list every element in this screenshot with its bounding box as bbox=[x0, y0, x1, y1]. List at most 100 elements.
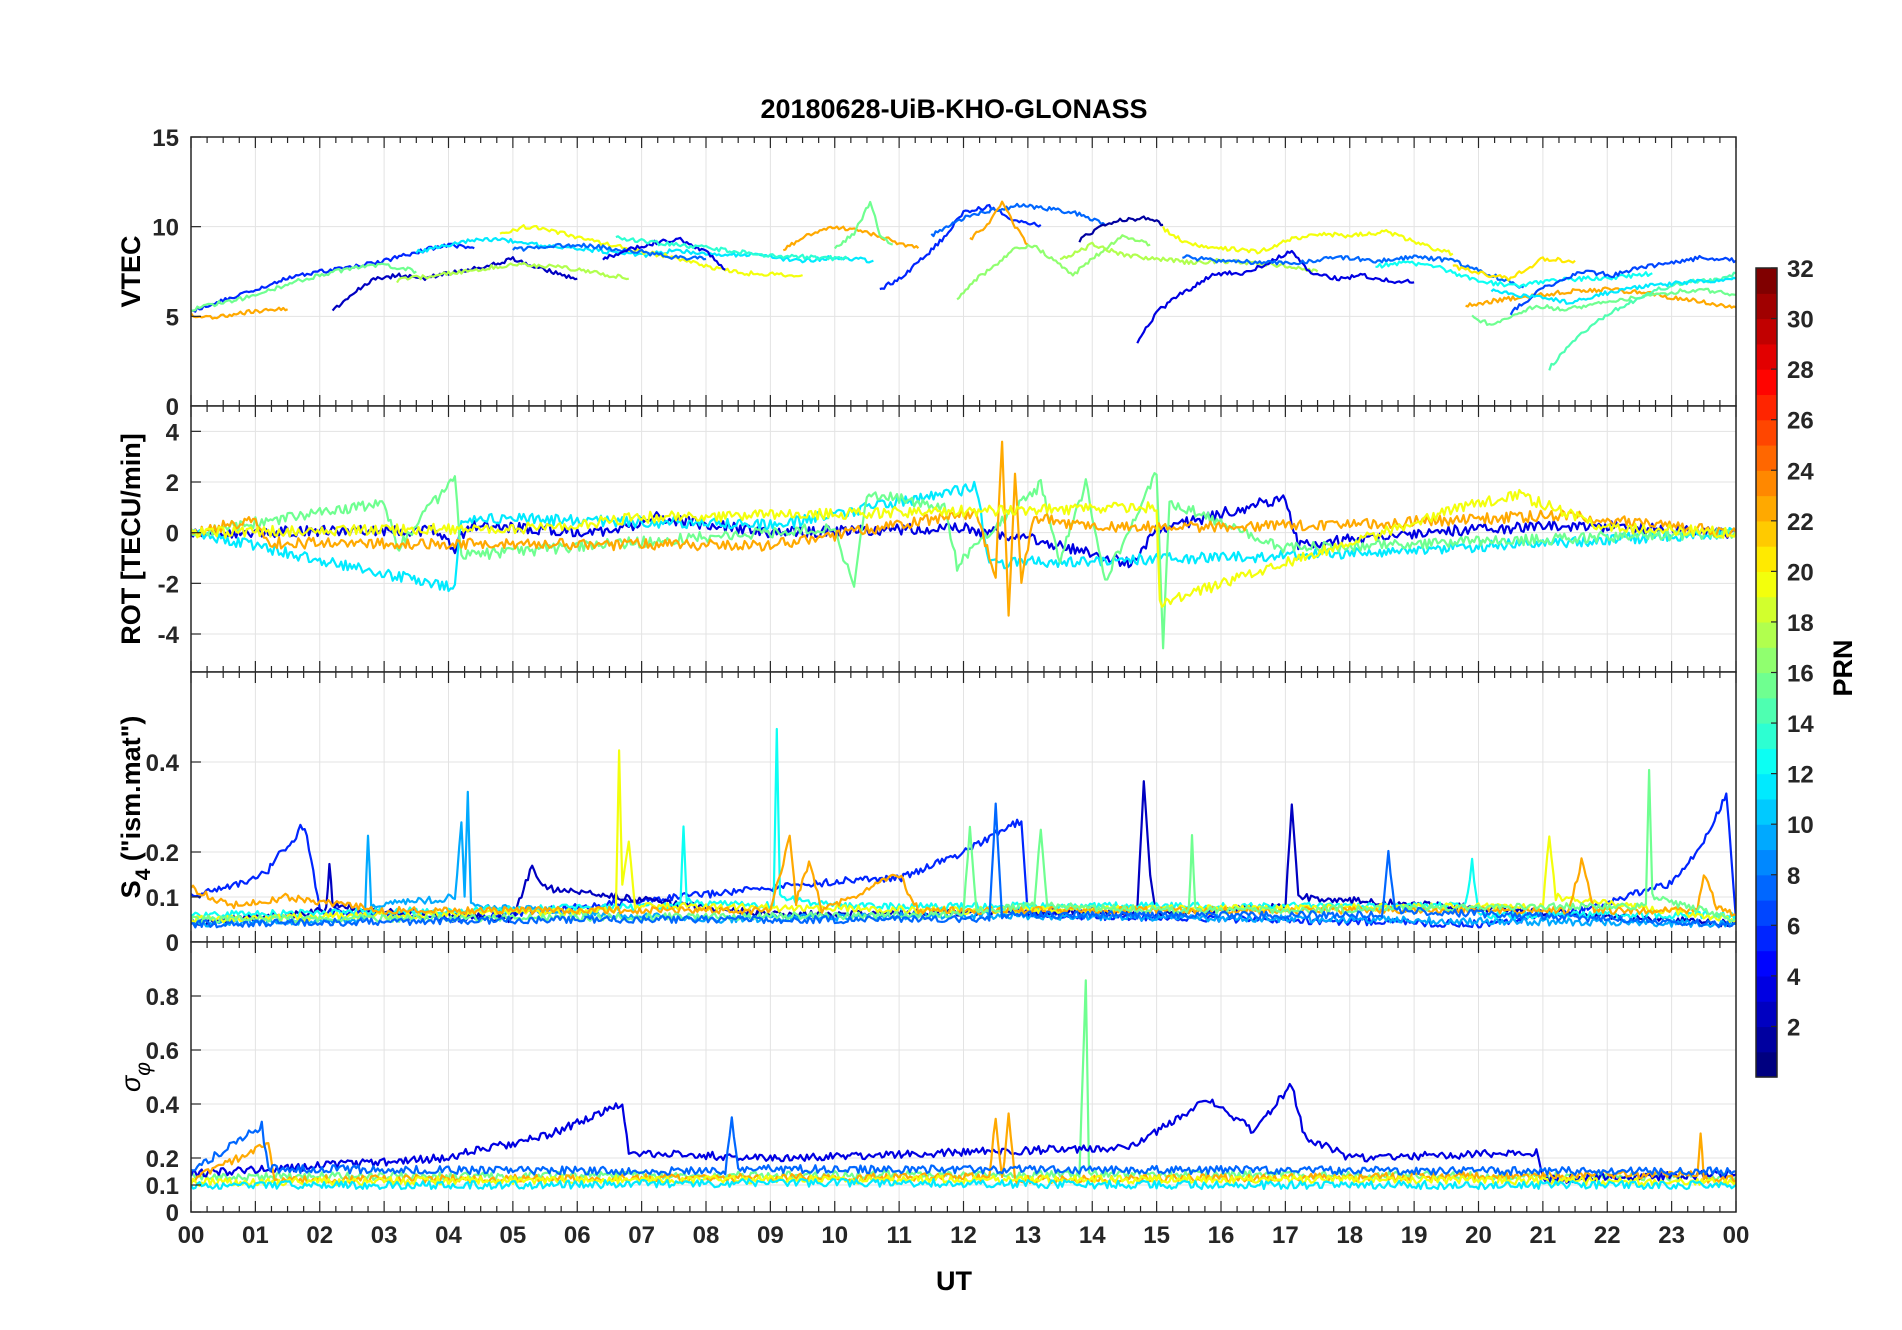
series-line-prn-23 bbox=[969, 200, 1029, 246]
series-line-prn-12 bbox=[1490, 276, 1736, 305]
colorbar-tick-label: 20 bbox=[1787, 559, 1814, 586]
x-tick-label: 09 bbox=[757, 1222, 784, 1249]
y-axis-label-sub: 4 bbox=[132, 868, 155, 880]
y-tick-label: 0 bbox=[166, 1200, 179, 1227]
y-tick-label: 0.2 bbox=[146, 1146, 179, 1173]
x-tick-label: 00 bbox=[178, 1222, 205, 1249]
series-line-prn-8 bbox=[512, 242, 707, 261]
y-tick-label: 0 bbox=[166, 521, 179, 548]
series-line-prn-20 bbox=[191, 1174, 1736, 1187]
colorbar-tick-label: 30 bbox=[1787, 307, 1814, 334]
x-tick-label: 21 bbox=[1530, 1222, 1557, 1249]
colorbar-step bbox=[1756, 571, 1777, 598]
y-tick-label: 2 bbox=[166, 470, 179, 497]
colorbar-step bbox=[1756, 672, 1777, 699]
panel-sigma-phi: 00.10.2 0.4 0.6 0.8 σφ bbox=[116, 941, 1737, 1227]
series-line-prn-18 bbox=[396, 261, 629, 284]
colorbar-tick-label: 24 bbox=[1787, 458, 1814, 485]
colorbar-step bbox=[1756, 1026, 1777, 1053]
colorbar-step bbox=[1756, 495, 1777, 522]
colorbar-tick-label: 22 bbox=[1787, 509, 1814, 536]
colorbar-label: PRN bbox=[1828, 639, 1858, 696]
series-line-prn-23 bbox=[191, 306, 289, 320]
series-line-prn-12 bbox=[191, 1177, 1736, 1191]
x-tick-label: 12 bbox=[950, 1222, 977, 1249]
colorbar-tick-label: 18 bbox=[1787, 610, 1814, 637]
series-line-prn-7 bbox=[1509, 254, 1736, 316]
chart-title: 20180628-UiB-KHO-GLONASS bbox=[760, 94, 1147, 124]
x-tick-label: 19 bbox=[1401, 1222, 1428, 1249]
series-line-prn-13 bbox=[191, 727, 1736, 920]
colorbar-step bbox=[1756, 723, 1777, 749]
y-axis-label: σφ bbox=[116, 1062, 155, 1092]
colorbar-step bbox=[1756, 419, 1777, 446]
x-tick-label: 23 bbox=[1658, 1222, 1685, 1249]
y-tick-label: 0.1 bbox=[146, 885, 179, 912]
series-line-prn-16 bbox=[833, 200, 894, 250]
colorbar-step bbox=[1756, 621, 1777, 648]
colorbar-step bbox=[1756, 444, 1777, 471]
colorbar-step bbox=[1756, 697, 1777, 724]
series-line-prn-6 bbox=[879, 203, 1042, 291]
series-line-prn-14 bbox=[615, 235, 849, 262]
x-tick-label: 03 bbox=[371, 1222, 398, 1249]
colorbar-step bbox=[1756, 975, 1777, 1002]
colorbar-step bbox=[1756, 318, 1777, 345]
series-line-prn-8 bbox=[1182, 254, 1525, 289]
series-line-prn-16 bbox=[191, 472, 1736, 650]
y-axis-label-main: σ bbox=[116, 1074, 146, 1092]
y-tick-label: 0.4 bbox=[146, 1092, 180, 1119]
colorbar-step bbox=[1756, 1001, 1777, 1028]
x-tick-label: 10 bbox=[821, 1222, 848, 1249]
colorbar-tick-label: 26 bbox=[1787, 408, 1814, 435]
x-tick-label: 00 bbox=[1723, 1222, 1750, 1249]
series-group bbox=[191, 727, 1736, 929]
series-group bbox=[191, 200, 1736, 371]
panel-rot: -4 -2 0 2 4 ROT [TECU/min] bbox=[116, 405, 1737, 673]
colorbar-step bbox=[1756, 394, 1777, 421]
panel-vtec: 0 5 10 15 VTEC bbox=[116, 125, 1737, 421]
series-line-prn-15 bbox=[1548, 271, 1736, 371]
series-line-prn-4 bbox=[602, 236, 726, 271]
series-line-prn-12 bbox=[191, 480, 1736, 593]
colorbar-step bbox=[1756, 369, 1777, 396]
series-line-prn-13 bbox=[1375, 260, 1653, 289]
y-tick-label: 0.8 bbox=[146, 984, 179, 1011]
x-tick-label: 08 bbox=[693, 1222, 720, 1249]
series-line-prn-21 bbox=[1452, 256, 1576, 282]
y-axis-label-rest: ("ism.mat") bbox=[116, 716, 146, 869]
x-tick-label: 16 bbox=[1208, 1222, 1235, 1249]
y-tick-label: -4 bbox=[158, 622, 180, 649]
x-tick-label: 06 bbox=[564, 1222, 591, 1249]
colorbar-tick-label: 2 bbox=[1787, 1014, 1800, 1041]
colorbar-step bbox=[1756, 343, 1777, 370]
y-axis-label-main: S bbox=[116, 880, 146, 898]
series-line-prn-23 bbox=[782, 225, 920, 252]
colorbar-tick-label: 10 bbox=[1787, 812, 1814, 839]
series-line-prn-4 bbox=[1136, 249, 1415, 344]
colorbar-step bbox=[1756, 773, 1777, 800]
x-tick-label: 22 bbox=[1594, 1222, 1621, 1249]
series-line-prn-2 bbox=[1078, 215, 1164, 243]
x-tick-label: 02 bbox=[306, 1222, 333, 1249]
colorbar-step bbox=[1756, 925, 1777, 952]
series-line-prn-8 bbox=[191, 802, 1736, 929]
x-tick-labels: 00 01 02 03 04 05 06 07 08 09 10 11 12 13 14 15 16 17 18 19… bbox=[178, 1222, 1750, 1249]
y-tick-label: 5 bbox=[166, 304, 179, 331]
colorbar-step bbox=[1756, 798, 1777, 825]
y-axis-label-sub: φ bbox=[132, 1062, 155, 1076]
y-tick-label: 4 bbox=[166, 419, 180, 446]
x-tick-label: 17 bbox=[1272, 1222, 1299, 1249]
y-tick-label: 0.1 bbox=[146, 1173, 179, 1200]
series-line-prn-8 bbox=[930, 202, 1106, 238]
colorbar-step bbox=[1756, 824, 1777, 851]
series-group bbox=[191, 979, 1736, 1191]
series-line-prn-18 bbox=[1059, 241, 1319, 274]
colorbar-step bbox=[1756, 900, 1777, 926]
x-tick-label: 13 bbox=[1015, 1222, 1042, 1249]
series-line-prn-4 bbox=[191, 494, 1736, 569]
series-line-prn-23 bbox=[191, 1112, 1736, 1185]
colorbar-tick-label: 4 bbox=[1787, 964, 1801, 991]
